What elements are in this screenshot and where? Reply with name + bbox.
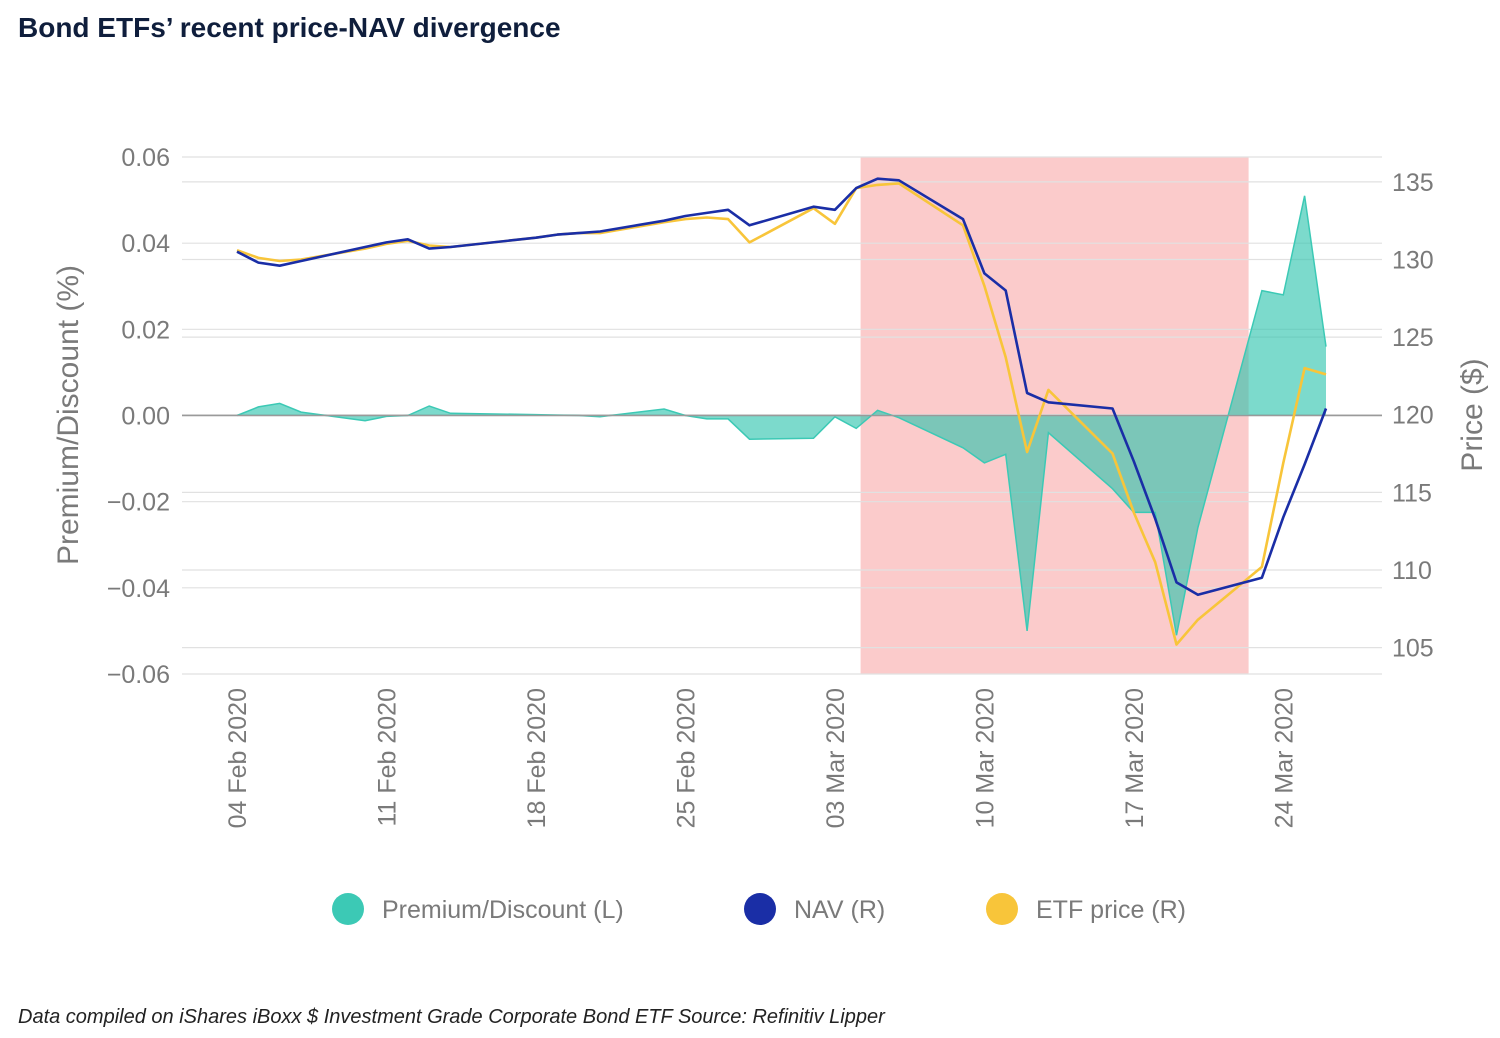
chart-title: Bond ETFs’ recent price-NAV divergence <box>18 12 561 43</box>
left-tick-label: 0.04 <box>121 230 170 258</box>
nav-line <box>236 177 1328 597</box>
left-tick-label: −0.04 <box>107 575 170 603</box>
right-tick-label: 105 <box>1392 635 1434 663</box>
etf-price-line <box>236 182 1327 646</box>
legend-label: ETF price (R) <box>1036 896 1186 924</box>
x-tick-label: 18 Feb 2020 <box>523 688 551 828</box>
legend-label: NAV (R) <box>794 896 885 924</box>
x-tick-label: 11 Feb 2020 <box>373 688 401 827</box>
footnote: Data compiled on iShares iBoxx $ Investm… <box>18 1006 885 1028</box>
right-tick-label: 130 <box>1392 246 1434 274</box>
legend-swatch <box>986 893 1018 925</box>
left-tick-label: 0.00 <box>121 403 170 431</box>
right-tick-label: 115 <box>1392 479 1432 507</box>
x-tick-label: 17 Mar 2020 <box>1121 688 1149 828</box>
right-tick-label: 110 <box>1392 557 1432 585</box>
right-tick-label: 120 <box>1392 402 1434 430</box>
left-tick-label: 0.06 <box>121 144 170 172</box>
chart: 0.06 0.04 0.02 0.00 −0.02 −0.04 −0.06 135 130 125… <box>52 144 1489 925</box>
x-tick-label: 24 Mar 2020 <box>1270 688 1298 828</box>
right-axis-title: Price ($) <box>1456 358 1489 471</box>
x-tick-label: 25 Feb 2020 <box>672 688 700 828</box>
x-tick-label: 10 Mar 2020 <box>971 688 999 828</box>
left-tick-label: −0.06 <box>107 661 170 689</box>
left-axis-title: Premium/Discount (%) <box>52 265 85 565</box>
legend-swatch <box>744 893 776 925</box>
x-tick-label: 04 Feb 2020 <box>224 688 252 828</box>
legend-label: Premium/Discount (L) <box>382 896 624 924</box>
legend-swatch <box>332 893 364 925</box>
right-tick-label: 125 <box>1392 324 1434 352</box>
left-tick-label: −0.02 <box>107 489 170 517</box>
x-tick-label: 03 Mar 2020 <box>822 688 850 828</box>
right-tick-label: 135 <box>1392 169 1434 197</box>
left-tick-label: 0.02 <box>121 316 170 344</box>
